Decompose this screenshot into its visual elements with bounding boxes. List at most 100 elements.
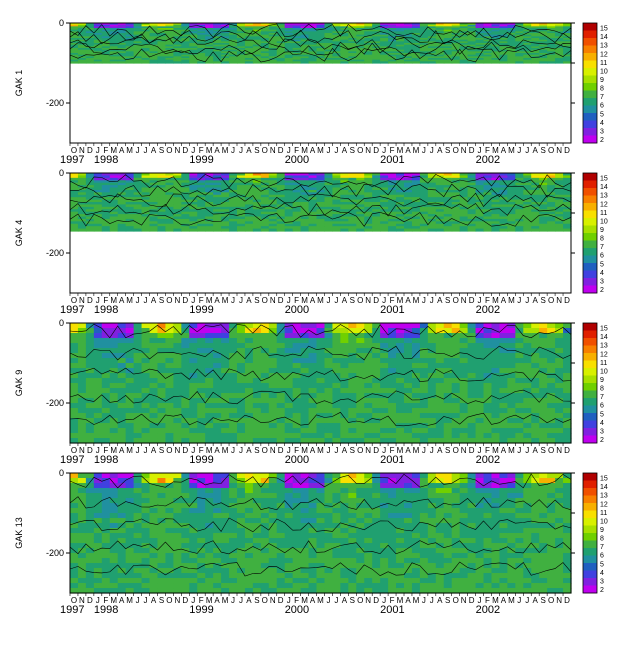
field-cell: [388, 214, 397, 218]
field-cell: [268, 194, 278, 198]
field-cell: [244, 363, 254, 369]
field-cell: [308, 34, 318, 37]
field-cell: [101, 343, 111, 349]
field-cell: [483, 368, 493, 374]
field-cell: [260, 38, 270, 41]
field-cell: [165, 26, 174, 29]
y-tick-label: 0: [59, 18, 64, 28]
field-cell: [276, 323, 286, 329]
field-cell: [380, 433, 389, 439]
field-cell: [427, 418, 437, 424]
field-cell: [324, 197, 334, 201]
field-cell: [268, 398, 278, 404]
month-label: J: [334, 296, 338, 305]
month-label: S: [350, 146, 355, 155]
field-cell: [483, 204, 493, 208]
field-cell: [348, 192, 357, 196]
field-cell: [205, 433, 214, 439]
field-cell: [324, 373, 334, 379]
field-cell: [101, 216, 111, 220]
field-cell: [133, 408, 143, 414]
field-cell: [356, 36, 365, 39]
field-cell: [260, 343, 270, 349]
field-cell: [388, 43, 397, 46]
field-cell: [133, 43, 143, 46]
field-cell: [348, 413, 357, 419]
month-label: J: [382, 296, 386, 305]
field-cell: [499, 333, 508, 339]
field-cell: [419, 187, 429, 191]
field-cell: [419, 61, 429, 64]
field-cell: [563, 182, 572, 186]
field-cell: [93, 199, 103, 203]
field-cell: [459, 180, 469, 184]
field-cell: [213, 189, 222, 193]
field-cell: [324, 24, 334, 27]
field-cell: [173, 338, 182, 344]
field-cell: [332, 24, 341, 27]
field-cell: [117, 38, 127, 41]
field-cell: [268, 388, 278, 394]
field-cell: [284, 177, 294, 181]
field-cell: [229, 428, 238, 434]
field-cell: [451, 182, 461, 186]
field-cell: [229, 363, 238, 369]
field-cell: [396, 378, 405, 384]
field-cell: [181, 185, 190, 189]
field-cell: [475, 182, 485, 186]
field-cell: [308, 226, 318, 230]
field-cell: [237, 423, 246, 429]
month-label: A: [437, 296, 443, 305]
contour-line: [69, 389, 572, 405]
field-cell: [515, 348, 524, 354]
field-cell: [340, 26, 349, 29]
field-cell: [117, 403, 127, 409]
field-cell: [483, 338, 493, 344]
field-cell: [316, 216, 326, 220]
field-cell: [491, 48, 501, 51]
field-cell: [101, 49, 111, 52]
field-cell: [531, 58, 540, 61]
field-cell: [260, 197, 270, 201]
field-cell: [252, 214, 262, 218]
month-label: N: [79, 146, 85, 155]
field-cell: [356, 216, 365, 220]
field-cell: [348, 433, 357, 439]
field-cell: [300, 59, 310, 62]
field-cell: [165, 189, 174, 193]
field-cell: [372, 373, 381, 379]
field-cell: [523, 353, 532, 359]
field-cell: [451, 226, 461, 230]
field-cell: [181, 48, 190, 51]
field-cell: [284, 38, 294, 41]
field-cell: [117, 177, 127, 181]
field-cell: [507, 199, 516, 203]
field-cell: [157, 408, 167, 414]
field-cell: [459, 209, 469, 213]
field-cell: [229, 388, 238, 394]
field-cell: [229, 175, 238, 179]
field-cell: [70, 180, 79, 184]
field-cell: [563, 43, 572, 46]
contour-line: [69, 41, 572, 56]
field-cell: [467, 226, 477, 230]
field-cell: [340, 192, 349, 196]
field-cell: [451, 214, 461, 218]
field-cell: [348, 223, 357, 227]
field-cell: [165, 343, 174, 349]
field-cell: [316, 358, 326, 364]
field-cell: [109, 46, 119, 49]
field-cell: [531, 51, 540, 54]
field-cell: [165, 423, 174, 429]
field-cell: [372, 214, 381, 218]
field-cell: [268, 383, 278, 389]
field-cell: [244, 393, 254, 399]
field-cell: [157, 199, 167, 203]
colorbar-swatch: [583, 75, 597, 84]
field-cell: [396, 199, 405, 203]
field-cell: [547, 24, 556, 27]
field-cell: [523, 33, 532, 36]
field-cell: [364, 199, 373, 203]
field-cell: [555, 368, 564, 374]
month-label: M: [413, 146, 420, 155]
